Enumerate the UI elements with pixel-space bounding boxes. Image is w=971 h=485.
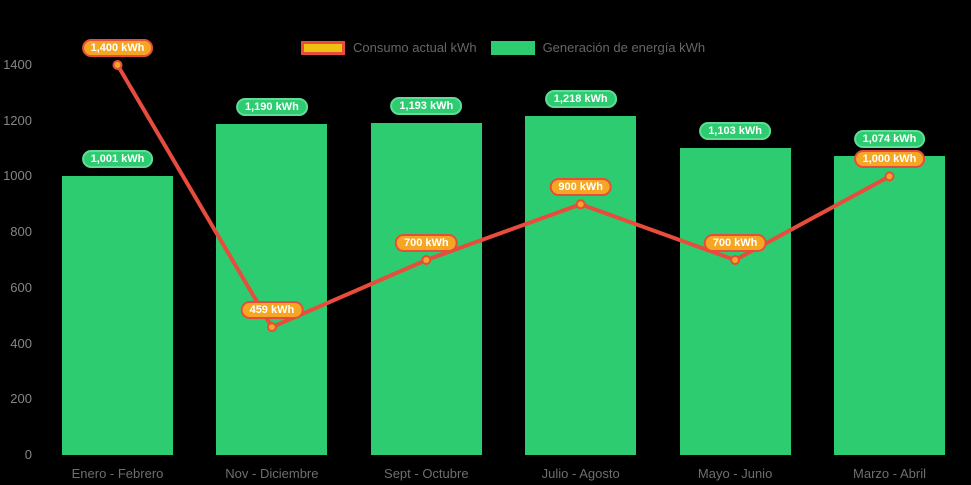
consumption-point[interactable] — [421, 255, 432, 265]
generation-bar[interactable] — [679, 147, 791, 455]
y-tick-label: 600 — [10, 279, 32, 295]
generation-bar[interactable] — [216, 123, 328, 455]
legend-label-consumo: Consumo actual kWh — [353, 40, 477, 55]
y-tick-label: 1000 — [3, 168, 32, 184]
line-value-pill: 1,400 kWh — [81, 39, 154, 57]
x-axis-label: Marzo - Abril — [853, 466, 926, 481]
bar-value-pill: 1,001 kWh — [81, 150, 154, 169]
legend-swatch-consumo-icon — [301, 40, 345, 55]
generation-bar[interactable] — [834, 155, 945, 455]
y-tick-label: 0 — [24, 447, 32, 462]
consumption-point[interactable] — [884, 171, 895, 182]
legend-swatch-generacion-icon — [490, 40, 535, 55]
line-value-pill: 459 kWh — [240, 301, 304, 320]
consumption-point[interactable] — [730, 255, 741, 265]
line-value-pill: 900 kWh — [549, 178, 613, 197]
bar-value-pill: 1,103 kWh — [699, 121, 771, 140]
x-axis-label: Mayo - Junio — [697, 466, 773, 481]
generation-bar[interactable] — [525, 115, 637, 455]
chart-legend: Consumo actual kWh Generación de energía… — [301, 40, 705, 55]
y-tick-label: 1200 — [3, 112, 32, 128]
line-value-pill: 1,000 kWh — [853, 150, 926, 169]
y-tick-label: 800 — [10, 224, 32, 240]
line-value-pill: 700 kWh — [703, 234, 767, 252]
x-axis-label: Julio - Agosto — [541, 466, 620, 481]
bar-value-pill: 1,218 kWh — [544, 89, 617, 108]
legend-item-consumo-actual[interactable]: Consumo actual kWh — [301, 40, 477, 55]
generation-bar[interactable] — [370, 122, 482, 455]
x-axis-label: Sept - Octubre — [384, 466, 469, 481]
x-axis-label: Nov - Diciembre — [225, 466, 319, 481]
consumption-point[interactable] — [112, 60, 123, 70]
line-value-pill: 700 kWh — [394, 234, 458, 252]
x-axis-label: Enero - Febrero — [71, 466, 164, 481]
bar-value-pill: 1,074 kWh — [853, 129, 926, 148]
bar-value-pill: 1,190 kWh — [235, 97, 308, 116]
consumption-point[interactable] — [575, 199, 586, 210]
legend-label-generacion: Generación de energía kWh — [542, 40, 706, 55]
y-tick-label: 1400 — [3, 57, 32, 72]
legend-item-generacion-energia[interactable]: Generación de energía kWh — [490, 40, 706, 55]
y-tick-label: 200 — [10, 391, 32, 407]
y-tick-label: 400 — [10, 335, 32, 351]
generation-bar[interactable] — [62, 176, 173, 455]
consumption-point[interactable] — [266, 322, 277, 333]
consumption-line — [115, 63, 891, 330]
bar-value-pill: 1,193 kWh — [390, 96, 463, 115]
